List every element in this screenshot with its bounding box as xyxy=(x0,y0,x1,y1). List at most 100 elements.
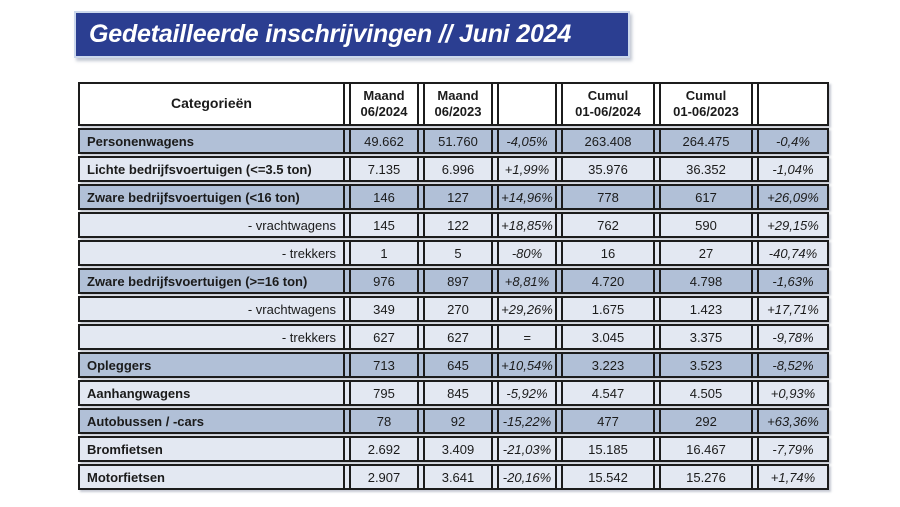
column-header-month-2024: Maand 06/2024 xyxy=(349,84,419,124)
table-row: Zware bedrijfsvoertuigen (<16 ton) 146 1… xyxy=(78,184,829,210)
value-cell: 3.523 xyxy=(659,354,753,376)
value-cell: 6.996 xyxy=(423,158,493,180)
value-cell: 127 xyxy=(423,186,493,208)
value-cell: 146 xyxy=(349,186,419,208)
value-cell: 4.720 xyxy=(561,270,655,292)
table-row: Personenwagens 49.662 51.760 -4,05% 263.… xyxy=(78,128,829,154)
percent-cell: -0,4% xyxy=(757,130,827,152)
value-cell: 713 xyxy=(349,354,419,376)
column-header-month-2023: Maand 06/2023 xyxy=(423,84,493,124)
value-cell: 78 xyxy=(349,410,419,432)
value-cell: 627 xyxy=(423,326,493,348)
value-cell: 92 xyxy=(423,410,493,432)
table-row: Motorfietsen 2.907 3.641 -20,16% 15.542 … xyxy=(78,464,829,490)
value-cell: 15.542 xyxy=(561,466,655,488)
value-cell: 4.547 xyxy=(561,382,655,404)
percent-cell: -15,22% xyxy=(497,410,557,432)
table-row: Lichte bedrijfsvoertuigen (<=3.5 ton) 7.… xyxy=(78,156,829,182)
table-row: - vrachtwagens 145 122 +18,85% 762 590 +… xyxy=(78,212,829,238)
value-cell: 51.760 xyxy=(423,130,493,152)
column-header-cumul-delta xyxy=(757,84,827,124)
table-header-row: Categorieën Maand 06/2024 Maand 06/2023 … xyxy=(78,82,829,126)
percent-cell: +29,26% xyxy=(497,298,557,320)
value-cell: 5 xyxy=(423,242,493,264)
value-cell: 49.662 xyxy=(349,130,419,152)
percent-cell: -40,74% xyxy=(757,242,827,264)
registrations-table: Categorieën Maand 06/2024 Maand 06/2023 … xyxy=(78,82,829,490)
percent-cell: -5,92% xyxy=(497,382,557,404)
value-cell: 122 xyxy=(423,214,493,236)
percent-cell: +1,99% xyxy=(497,158,557,180)
category-cell: - trekkers xyxy=(80,242,345,264)
percent-cell: -21,03% xyxy=(497,438,557,460)
percent-cell: -20,16% xyxy=(497,466,557,488)
value-cell: 7.135 xyxy=(349,158,419,180)
percent-cell: -80% xyxy=(497,242,557,264)
table-body: Personenwagens 49.662 51.760 -4,05% 263.… xyxy=(78,128,829,490)
percent-cell: +17,71% xyxy=(757,298,827,320)
category-cell: Zware bedrijfsvoertuigen (>=16 ton) xyxy=(80,270,345,292)
table-row: Opleggers 713 645 +10,54% 3.223 3.523 -8… xyxy=(78,352,829,378)
value-cell: 845 xyxy=(423,382,493,404)
value-cell: 617 xyxy=(659,186,753,208)
value-cell: 292 xyxy=(659,410,753,432)
category-cell: Motorfietsen xyxy=(80,466,345,488)
value-cell: 2.907 xyxy=(349,466,419,488)
value-cell: 645 xyxy=(423,354,493,376)
value-cell: 897 xyxy=(423,270,493,292)
percent-cell: +29,15% xyxy=(757,214,827,236)
table-row: Autobussen / -cars 78 92 -15,22% 477 292… xyxy=(78,408,829,434)
percent-cell: -9,78% xyxy=(757,326,827,348)
percent-cell: +26,09% xyxy=(757,186,827,208)
category-cell: - vrachtwagens xyxy=(80,214,345,236)
value-cell: 590 xyxy=(659,214,753,236)
percent-cell: +8,81% xyxy=(497,270,557,292)
value-cell: 270 xyxy=(423,298,493,320)
category-cell: Autobussen / -cars xyxy=(80,410,345,432)
percent-cell: +1,74% xyxy=(757,466,827,488)
value-cell: 3.045 xyxy=(561,326,655,348)
percent-cell: +14,96% xyxy=(497,186,557,208)
table-row: - trekkers 627 627 = 3.045 3.375 -9,78% xyxy=(78,324,829,350)
value-cell: 1.423 xyxy=(659,298,753,320)
percent-cell: -1,04% xyxy=(757,158,827,180)
category-cell: Bromfietsen xyxy=(80,438,345,460)
value-cell: 264.475 xyxy=(659,130,753,152)
value-cell: 795 xyxy=(349,382,419,404)
column-header-category: Categorieën xyxy=(80,84,345,124)
value-cell: 16 xyxy=(561,242,655,264)
percent-cell: +63,36% xyxy=(757,410,827,432)
category-cell: Opleggers xyxy=(80,354,345,376)
value-cell: 35.976 xyxy=(561,158,655,180)
value-cell: 3.409 xyxy=(423,438,493,460)
percent-cell: -4,05% xyxy=(497,130,557,152)
percent-cell: +10,54% xyxy=(497,354,557,376)
title-banner: Gedetailleerde inschrijvingen // Juni 20… xyxy=(74,11,630,58)
value-cell: 3.375 xyxy=(659,326,753,348)
category-cell: Lichte bedrijfsvoertuigen (<=3.5 ton) xyxy=(80,158,345,180)
percent-cell: = xyxy=(497,326,557,348)
value-cell: 15.276 xyxy=(659,466,753,488)
percent-cell: -7,79% xyxy=(757,438,827,460)
value-cell: 1 xyxy=(349,242,419,264)
category-cell: Aanhangwagens xyxy=(80,382,345,404)
value-cell: 3.641 xyxy=(423,466,493,488)
column-header-cumul-2024: Cumul 01-06/2024 xyxy=(561,84,655,124)
table-row: Aanhangwagens 795 845 -5,92% 4.547 4.505… xyxy=(78,380,829,406)
category-cell: Personenwagens xyxy=(80,130,345,152)
percent-cell: +18,85% xyxy=(497,214,557,236)
value-cell: 3.223 xyxy=(561,354,655,376)
value-cell: 4.798 xyxy=(659,270,753,292)
page-title: Gedetailleerde inschrijvingen // Juni 20… xyxy=(89,20,572,48)
percent-cell: -1,63% xyxy=(757,270,827,292)
table-row: Bromfietsen 2.692 3.409 -21,03% 15.185 1… xyxy=(78,436,829,462)
category-cell: Zware bedrijfsvoertuigen (<16 ton) xyxy=(80,186,345,208)
value-cell: 976 xyxy=(349,270,419,292)
value-cell: 349 xyxy=(349,298,419,320)
value-cell: 15.185 xyxy=(561,438,655,460)
value-cell: 4.505 xyxy=(659,382,753,404)
value-cell: 1.675 xyxy=(561,298,655,320)
value-cell: 36.352 xyxy=(659,158,753,180)
value-cell: 627 xyxy=(349,326,419,348)
percent-cell: +0,93% xyxy=(757,382,827,404)
